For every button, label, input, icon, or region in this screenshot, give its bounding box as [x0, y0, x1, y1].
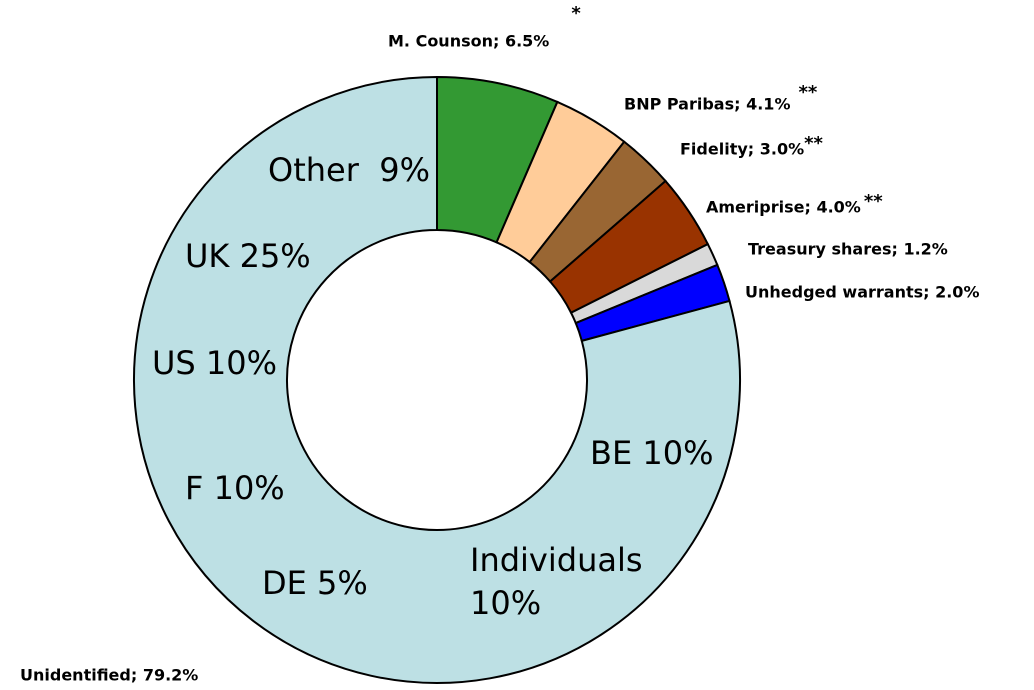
annotation: F 10% [185, 469, 285, 507]
segment-label: Ameriprise; 4.0% [706, 198, 861, 217]
footnote-marker: ** [798, 82, 817, 103]
annotation: UK 25% [185, 237, 311, 275]
annotation: DE 5% [262, 564, 368, 602]
footnote-marker: ** [864, 191, 883, 212]
segment-label: BNP Paribas; 4.1% [624, 95, 790, 114]
donut-segment [133, 75, 741, 684]
annotation: Other 9% [268, 151, 430, 189]
footnote-marker: * [571, 3, 581, 24]
segment-label: Unhedged warrants; 2.0% [745, 283, 979, 302]
segment-label: Treasury shares; 1.2% [748, 240, 948, 259]
annotation: 10% [470, 584, 541, 622]
annotation: BE 10% [590, 434, 713, 472]
segment-label: Unidentified; 79.2% [20, 666, 198, 685]
segment-label: M. Counson; 6.5% [388, 32, 549, 51]
footnote-marker: ** [804, 133, 823, 154]
annotation: Individuals [470, 541, 643, 579]
annotation: US 10% [152, 344, 277, 382]
segment-label: Fidelity; 3.0% [680, 140, 804, 159]
